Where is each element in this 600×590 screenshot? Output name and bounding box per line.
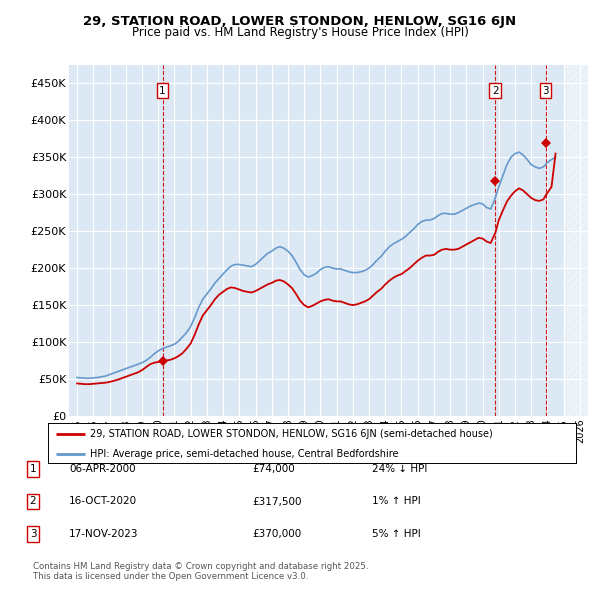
Text: 1% ↑ HPI: 1% ↑ HPI: [372, 497, 421, 506]
Text: £74,000: £74,000: [252, 464, 295, 474]
Text: 16-OCT-2020: 16-OCT-2020: [69, 497, 137, 506]
Text: 5% ↑ HPI: 5% ↑ HPI: [372, 529, 421, 539]
Text: 24% ↓ HPI: 24% ↓ HPI: [372, 464, 427, 474]
Text: Contains HM Land Registry data © Crown copyright and database right 2025.
This d: Contains HM Land Registry data © Crown c…: [33, 562, 368, 581]
Text: 29, STATION ROAD, LOWER STONDON, HENLOW, SG16 6JN: 29, STATION ROAD, LOWER STONDON, HENLOW,…: [83, 15, 517, 28]
Text: 3: 3: [29, 529, 37, 539]
Text: 29, STATION ROAD, LOWER STONDON, HENLOW, SG16 6JN (semi-detached house): 29, STATION ROAD, LOWER STONDON, HENLOW,…: [90, 430, 493, 440]
Text: Price paid vs. HM Land Registry's House Price Index (HPI): Price paid vs. HM Land Registry's House …: [131, 26, 469, 39]
Text: 06-APR-2000: 06-APR-2000: [69, 464, 136, 474]
Text: £317,500: £317,500: [252, 497, 302, 506]
Text: 17-NOV-2023: 17-NOV-2023: [69, 529, 139, 539]
Text: 1: 1: [29, 464, 37, 474]
Text: HPI: Average price, semi-detached house, Central Bedfordshire: HPI: Average price, semi-detached house,…: [90, 450, 399, 460]
Text: 3: 3: [542, 86, 549, 96]
Text: £370,000: £370,000: [252, 529, 301, 539]
Text: 2: 2: [492, 86, 499, 96]
Text: 2: 2: [29, 497, 37, 506]
Bar: [563, 65, 596, 416]
Text: 1: 1: [159, 86, 166, 96]
